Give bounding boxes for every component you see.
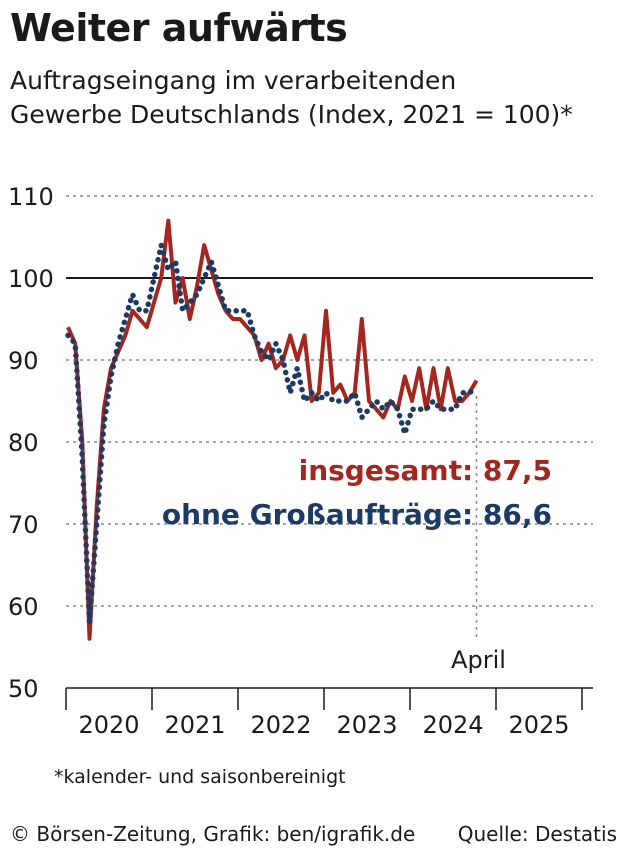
credit-line: © Börsen-Zeitung, Grafik: ben/igrafik.de bbox=[10, 822, 416, 846]
x-tick-label-2021: 2021 bbox=[164, 711, 225, 739]
value-label-insgesamt: insgesamt: 87,5 bbox=[299, 454, 552, 487]
x-tick-label-2023: 2023 bbox=[336, 711, 397, 739]
x-tick-label-2025: 2025 bbox=[508, 711, 569, 739]
series-line-insgesamt bbox=[66, 218, 479, 641]
chart-subtitle: Auftragseingang im verarbeitenden Gewerb… bbox=[10, 64, 620, 132]
x-tick-label-2022: 2022 bbox=[250, 711, 311, 739]
subtitle-line-1: Auftragseingang im verarbeitenden bbox=[10, 66, 457, 95]
y-tick-label-110: 110 bbox=[8, 183, 54, 211]
y-tick-label-100: 100 bbox=[8, 265, 54, 293]
source-line: Quelle: Destatis bbox=[457, 822, 617, 846]
chart-title: Weiter aufwärts bbox=[10, 6, 348, 50]
x-tick-label-2024: 2024 bbox=[422, 711, 483, 739]
series-line-ohne-grossauftraege bbox=[65, 242, 480, 626]
y-tick-label-90: 90 bbox=[8, 347, 39, 375]
april-label: April bbox=[451, 646, 506, 674]
y-tick-label-70: 70 bbox=[8, 511, 39, 539]
y-tick-label-60: 60 bbox=[8, 593, 39, 621]
footnote: *kalender- und saisonbereinigt bbox=[54, 766, 346, 788]
x-tick-label-2020: 2020 bbox=[78, 711, 139, 739]
y-tick-label-50: 50 bbox=[8, 675, 39, 703]
value-label-ohne-grossauftraege: ohne Großaufträge: 86,6 bbox=[162, 498, 552, 531]
line-chart: 110 100 90 80 70 60 50 2020 2021 2022 2023 2024 2025… bbox=[8, 183, 593, 739]
subtitle-line-2: Gewerbe Deutschlands (Index, 2021 = 100)… bbox=[10, 100, 573, 129]
y-tick-label-80: 80 bbox=[8, 429, 39, 457]
